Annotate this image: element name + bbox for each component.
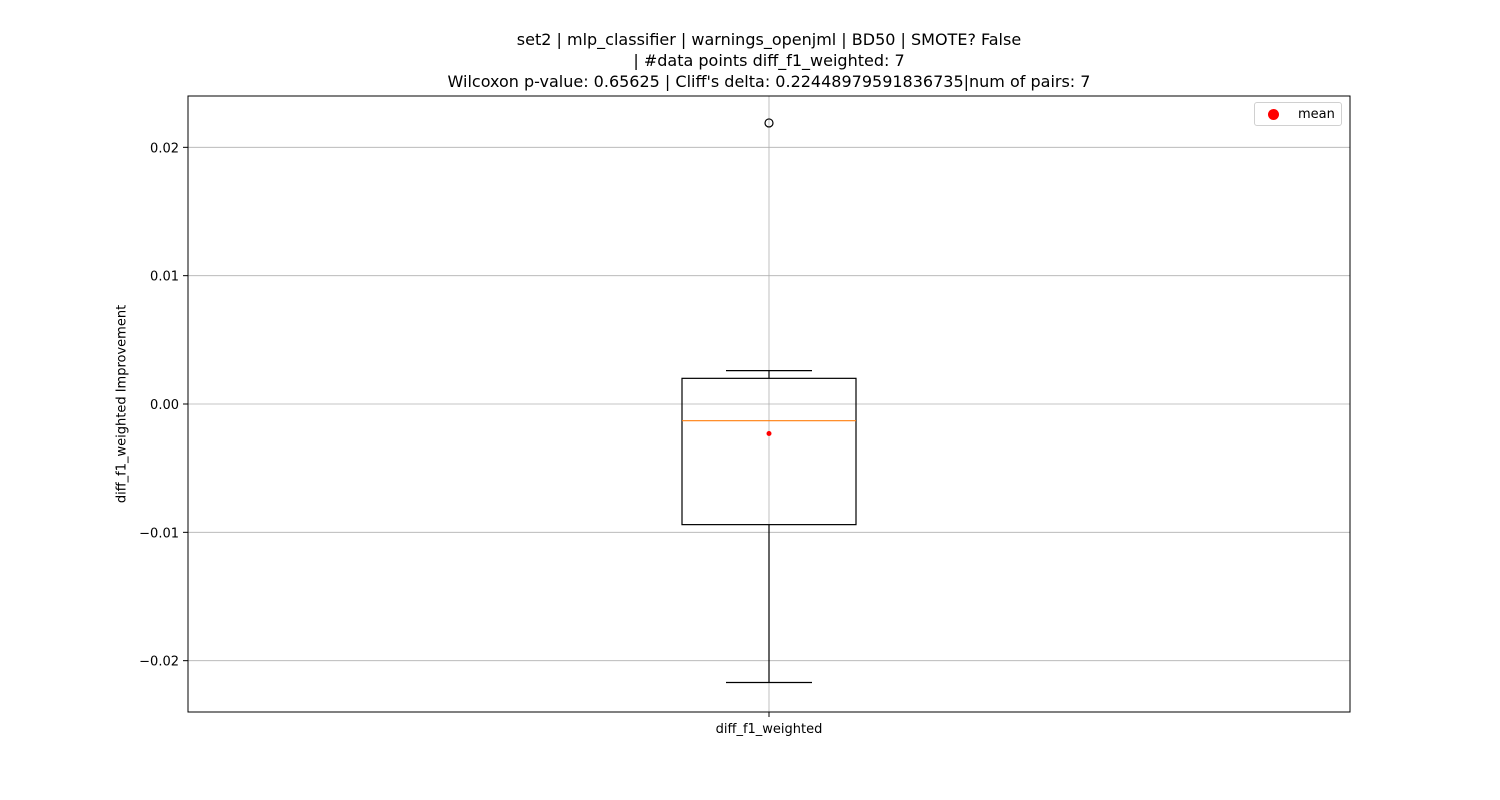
legend: mean xyxy=(1254,102,1342,126)
outlier-point xyxy=(764,118,774,128)
x-tick-label: diff_f1_weighted xyxy=(716,722,823,737)
x-axis: diff_f1_weighted xyxy=(716,712,823,737)
y-tick-label: 0.00 xyxy=(150,398,179,413)
interquartile-box xyxy=(681,377,857,526)
chart-title-line-1: set2 | mlp_classifier | warnings_openjml… xyxy=(516,30,1022,49)
chart-title-line-2: | #data points diff_f1_weighted: 7 xyxy=(633,51,905,70)
mean-point xyxy=(766,431,772,437)
chart-title-line-3: Wilcoxon p-value: 0.65625 | Cliff's delt… xyxy=(447,72,1091,91)
y-tick-label: 0.01 xyxy=(150,270,179,285)
y-tick-label: −0.02 xyxy=(139,655,179,670)
legend-mean-label: mean xyxy=(1298,107,1335,122)
y-tick-label: 0.02 xyxy=(150,141,179,156)
grid-lines xyxy=(188,96,1350,712)
y-axis: −0.02 −0.01 0.00 0.01 0.02 xyxy=(139,141,188,670)
legend-mean-marker xyxy=(1268,109,1279,120)
y-axis-label: diff_f1_weighted Improvement xyxy=(114,304,130,504)
y-tick-label: −0.01 xyxy=(139,526,179,541)
box-plot xyxy=(681,118,857,684)
